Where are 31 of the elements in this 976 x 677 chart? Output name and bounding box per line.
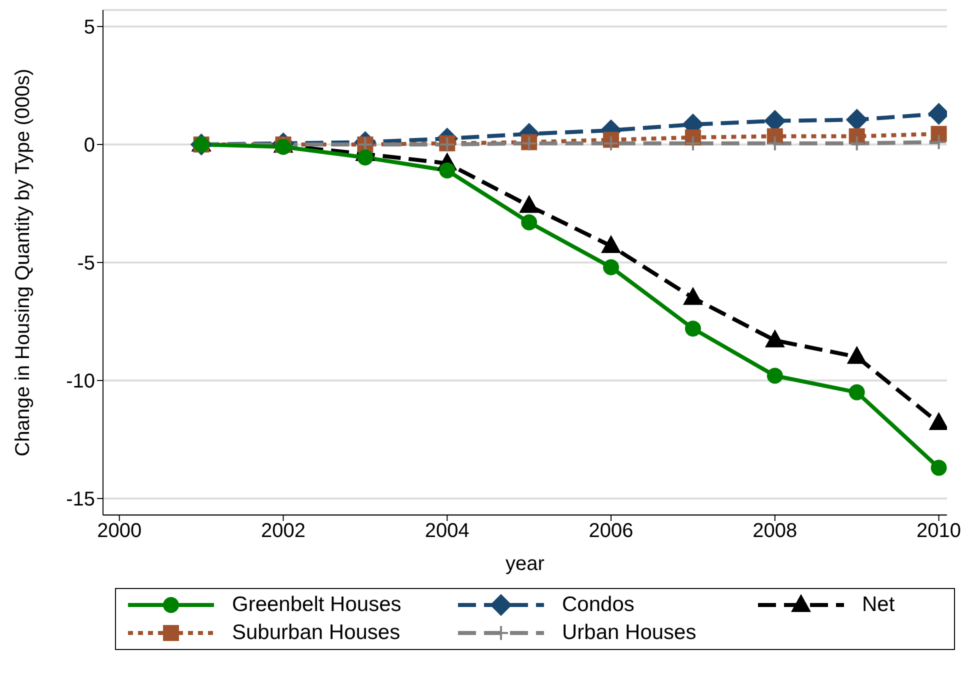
x-tick-label: 2000 [97,520,142,542]
y-tick-label: -15 [66,488,95,511]
y-tick-label: 5 [84,16,95,39]
point [603,135,620,152]
point [848,135,865,152]
x-tick-label: 2006 [588,520,634,542]
point [603,259,620,276]
y-tick-label: -10 [66,370,95,393]
point [930,134,947,150]
point [684,135,701,152]
point [521,214,538,230]
legend-label: Net [862,593,895,617]
point [848,384,865,400]
legend-label: Suburban Houses [232,621,400,645]
point [357,149,374,166]
point [766,135,783,152]
point [930,460,947,476]
x-tick-label: 2004 [424,520,470,542]
legend-label: Greenbelt Houses [232,593,402,617]
x-tick-label: 2002 [261,520,306,542]
x-tick-label: 2008 [752,520,798,542]
y-tick-label: -5 [77,252,95,275]
x-axis-title: year [506,553,545,575]
legend-label: Condos [562,593,634,617]
point [766,368,783,384]
legend-label: Urban Houses [562,621,696,645]
y-tick-label: 0 [84,134,95,157]
x-tick-label: 2010 [916,520,962,542]
point [684,320,701,337]
point [439,162,456,178]
y-axis-title: Change in Housing Quantity by Type (000s) [12,68,34,456]
